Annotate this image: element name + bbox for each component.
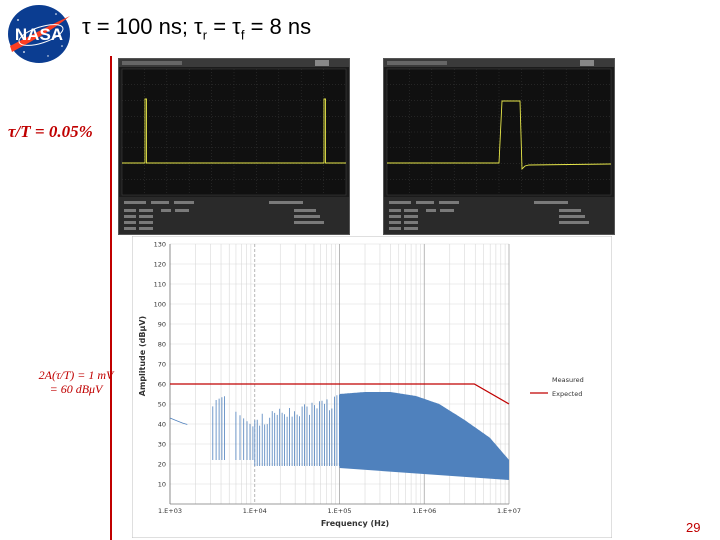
title-end: = 8 ns (244, 14, 312, 39)
y-tick-label: 100 (154, 301, 166, 309)
x-axis-label: Frequency (Hz) (321, 519, 389, 528)
x-tick-label: 1.E+04 (243, 507, 267, 515)
duty-cycle-note: τ/T = 0.05% (8, 122, 93, 141)
svg-text:NASA: NASA (15, 25, 63, 44)
x-tick-labels: 1.E+03 1.E+04 1.E+05 1.E+06 1.E+07 (158, 507, 521, 515)
y-tick-label: 30 (158, 441, 166, 449)
y-tick-label: 10 (158, 481, 166, 489)
y-tick-label: 20 (158, 461, 166, 469)
x-tick-label: 1.E+06 (412, 507, 436, 515)
amplitude-note-line1: 2A(τ/T) = 1 mV (38, 368, 114, 382)
y-tick-label: 70 (158, 361, 166, 369)
title-sub-r: r (202, 27, 208, 43)
x-tick-label: 1.E+05 (327, 507, 351, 515)
y-tick-label: 110 (154, 281, 166, 289)
amplitude-note: 2A(τ/T) = 1 mV = 60 dBμV (30, 368, 122, 396)
accent-divider (110, 56, 112, 540)
x-tick-label: 1.E+03 (158, 507, 182, 515)
title-tau: τ = 100 ns; τ (82, 14, 203, 39)
amplitude-note-line2: = 60 dBμV (49, 382, 103, 396)
y-tick-label: 60 (158, 381, 166, 389)
y-axis-label: Amplitude (dBμV) (138, 316, 147, 396)
y-tick-labels: 10 20 30 40 50 60 70 80 90 100 110 120 130 (154, 241, 166, 489)
measured-series-spikes (169, 395, 340, 466)
x-tick-label: 1.E+07 (497, 507, 521, 515)
y-tick-label: 130 (154, 241, 166, 249)
title-mid: = τ (207, 14, 241, 39)
oscilloscope-pulse-zoom (383, 58, 615, 235)
y-tick-label: 40 (158, 421, 166, 429)
nasa-logo: NASA (8, 5, 70, 63)
page-number: 29 (686, 520, 701, 535)
y-tick-label: 120 (154, 261, 166, 269)
slide-title: τ = 100 ns; τr = τf = 8 ns (82, 14, 311, 42)
y-tick-label: 90 (158, 321, 166, 329)
legend-expected-label: Expected (552, 390, 582, 398)
oscilloscope-pulse-train (118, 58, 350, 235)
y-tick-label: 50 (158, 401, 166, 409)
expected-series-line (170, 383, 510, 405)
y-tick-label: 80 (158, 341, 166, 349)
legend-measured-label: Measured (552, 376, 584, 384)
measured-series-dense (339, 392, 509, 480)
title-sub-f: f (240, 27, 245, 43)
